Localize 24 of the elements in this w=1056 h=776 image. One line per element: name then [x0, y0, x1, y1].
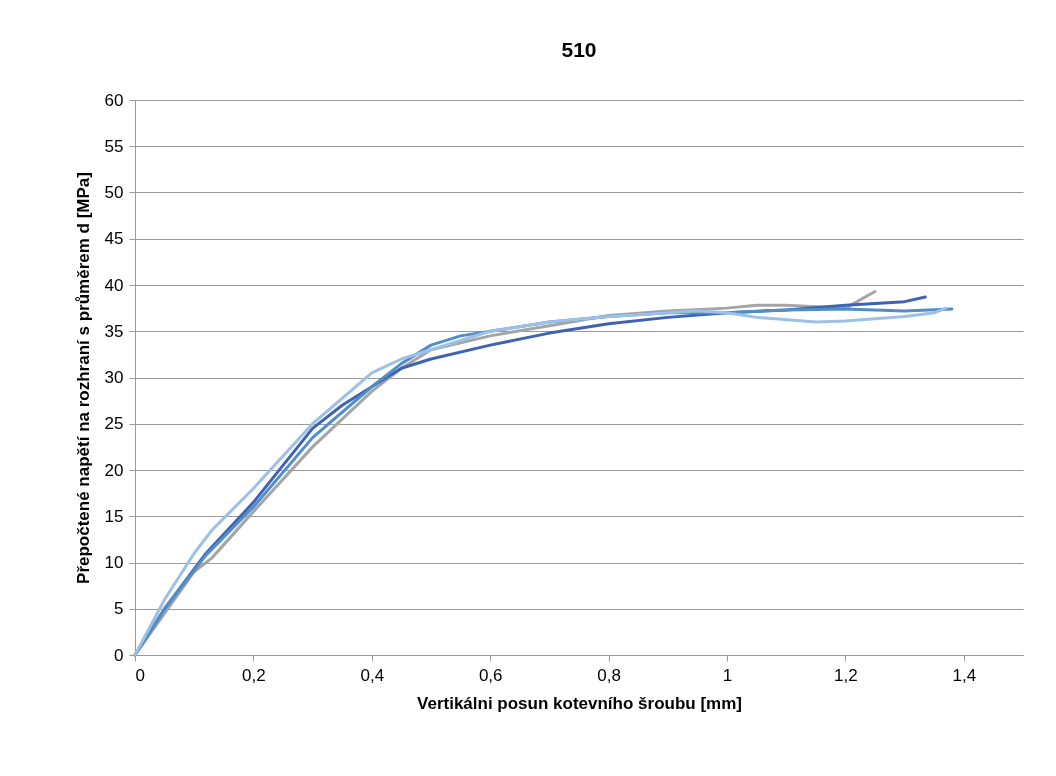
x-tick-label: 0 — [135, 665, 145, 685]
x-tick-label: 0,2 — [242, 665, 266, 685]
y-axis-title: Přepočtené napětí na rozhraní s průměrem d [MPa] — [73, 172, 93, 584]
x-tick-label: 0,8 — [597, 665, 621, 685]
y-tick-label: 50 — [104, 183, 124, 202]
y-tick-label: 10 — [104, 553, 124, 572]
y-tick-label: 35 — [104, 321, 124, 341]
x-axis-title: Vertikálni posun kotevního šroubu [mm] — [417, 693, 742, 713]
y-tick-label: 45 — [104, 229, 124, 249]
y-tick-label: 0 — [114, 645, 124, 665]
chart-title: 510 — [561, 38, 597, 61]
y-tick-label: 15 — [104, 506, 124, 526]
x-tick-label: 1,4 — [952, 665, 977, 685]
y-tick-label: 55 — [104, 136, 124, 156]
y-tick-label: 20 — [104, 460, 124, 480]
y-tick-label: 25 — [104, 414, 124, 434]
y-tick-label: 40 — [104, 275, 124, 295]
x-tick-label: 0,4 — [360, 665, 385, 685]
x-tick-label: 1 — [722, 665, 733, 685]
y-tick-label: 5 — [114, 599, 124, 619]
y-tick-label: 30 — [104, 368, 124, 387]
y-tick-label: 60 — [104, 90, 124, 110]
x-tick-label: 1,2 — [834, 665, 858, 685]
x-tick-label: 0,6 — [478, 665, 503, 685]
